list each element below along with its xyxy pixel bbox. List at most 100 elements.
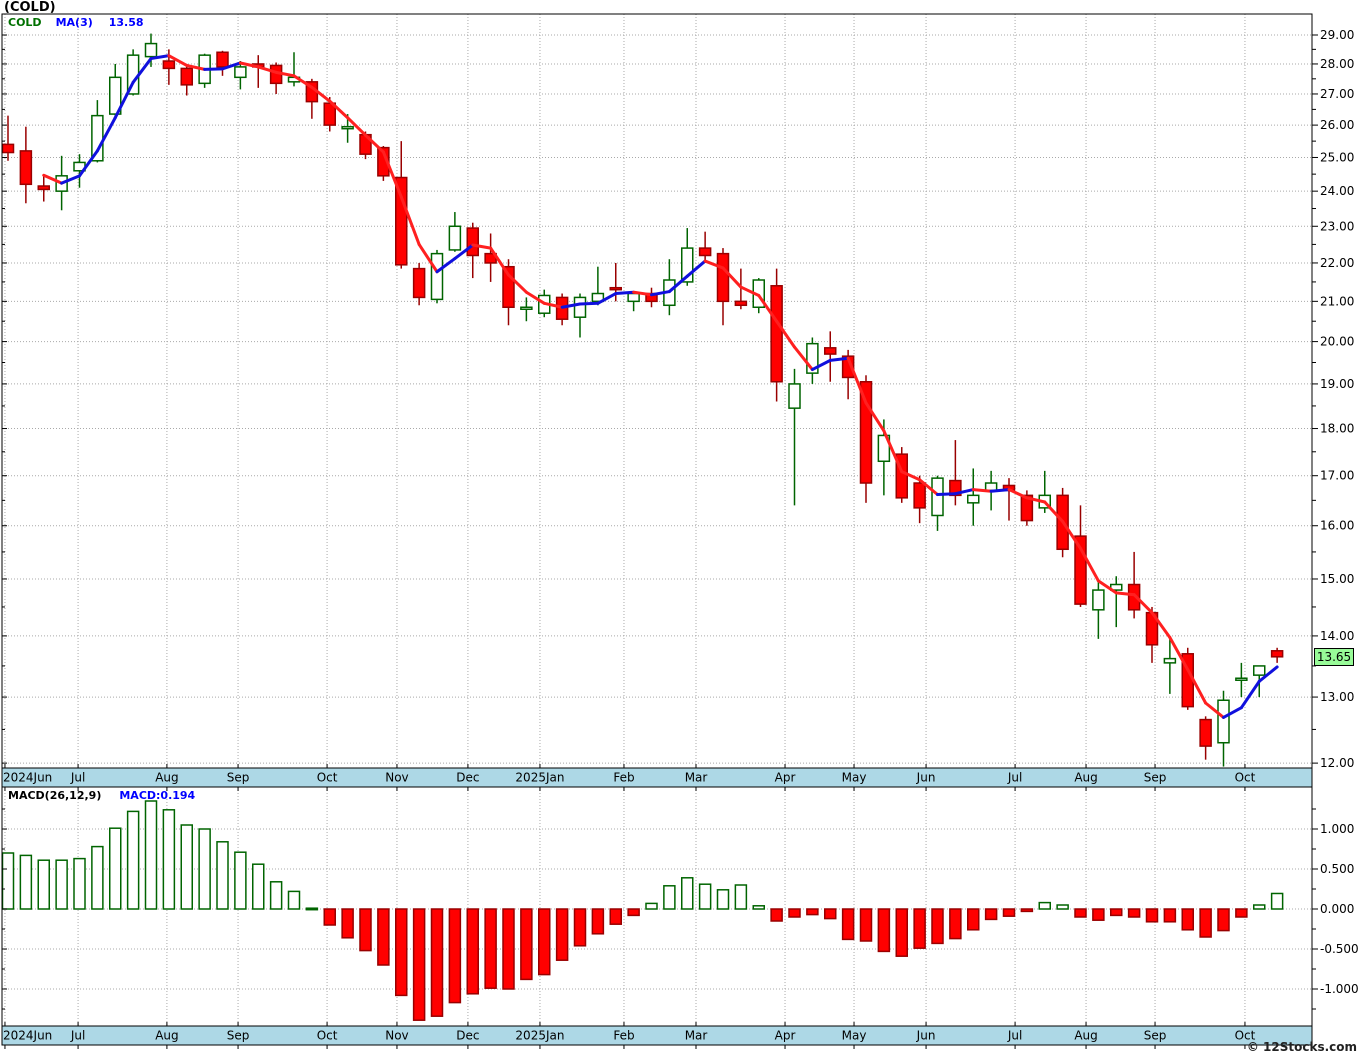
month-label: Jun <box>916 771 936 785</box>
page-title: (COLD) <box>4 0 56 15</box>
ma3-segment <box>1079 546 1100 583</box>
macd-bar <box>305 907 319 911</box>
price-panel-border <box>1 13 1313 769</box>
ma3-segment <box>381 150 403 199</box>
candle-body <box>716 252 730 303</box>
month-label: Nov <box>385 1029 408 1043</box>
macd-bar <box>555 908 569 961</box>
candle-body <box>412 267 426 299</box>
candle-body <box>19 150 33 186</box>
price-tick-label: 19.00 <box>1320 377 1354 391</box>
candle-body <box>931 477 944 517</box>
ma3-segment <box>936 492 957 497</box>
macd-bar <box>1020 908 1034 913</box>
macd-bar <box>377 908 390 966</box>
month-label: Dec <box>456 771 479 785</box>
ma3-segment <box>346 116 367 137</box>
month-label: Oct <box>1235 771 1256 785</box>
macd-bar <box>806 908 819 916</box>
macd-bar <box>1181 908 1194 931</box>
ma3-segment <box>113 80 135 120</box>
month-label: Jul <box>1007 771 1022 785</box>
macd-params-label: MACD(26,12,9) <box>8 789 102 802</box>
macd-bar <box>1 852 15 910</box>
price-tick-label: 28.00 <box>1320 57 1354 71</box>
ma3-segment <box>1007 488 1029 500</box>
month-label: May <box>842 771 867 785</box>
macd-bar <box>216 841 229 910</box>
macd-bar <box>520 908 533 981</box>
macd-bar <box>609 908 622 925</box>
candle-body <box>681 247 694 283</box>
ma3-segment <box>614 290 636 296</box>
macd-bar <box>1163 908 1177 923</box>
month-label: 2025Jan <box>515 771 564 785</box>
ma3-segment <box>95 116 117 153</box>
month-label: Sep <box>227 771 250 785</box>
macd-bar <box>287 890 301 910</box>
ma3-segment <box>542 301 564 309</box>
month-label: Sep <box>1144 1029 1167 1043</box>
macd-tick-label: 0.500 <box>1320 862 1354 876</box>
macd-bar <box>716 889 730 910</box>
macd-bar <box>1270 892 1284 910</box>
macd-bar <box>55 859 68 910</box>
ma3-segment <box>364 133 385 154</box>
price-tick-label: 27.00 <box>1320 87 1354 101</box>
candle-body <box>466 227 479 257</box>
month-label: 2025Jan <box>515 1029 564 1043</box>
month-label: Sep <box>1144 771 1167 785</box>
grid-layer <box>2 14 1312 1026</box>
candle-body <box>448 225 462 251</box>
ma3-segment <box>650 290 671 297</box>
ma3-segment <box>292 74 314 89</box>
macd-bar <box>180 824 193 910</box>
ma3-segment <box>78 149 99 178</box>
ma3-segment <box>632 290 653 297</box>
macd-bar <box>734 884 748 910</box>
candle-body <box>1270 650 1284 658</box>
price-tick-label: 16.00 <box>1320 519 1354 533</box>
macd-bar <box>681 877 694 910</box>
ma3-segment <box>1222 706 1243 719</box>
candle-body <box>877 434 891 463</box>
macd-bar <box>269 881 283 910</box>
month-label: Aug <box>1074 1029 1097 1043</box>
ma3-segment <box>1061 519 1082 550</box>
macd-bar <box>91 845 104 910</box>
ma3-segment <box>1186 668 1208 705</box>
macd-bar <box>412 908 426 1021</box>
ma3-segment <box>828 356 850 362</box>
ma3-segment <box>1239 679 1261 710</box>
ma3-segment <box>42 173 64 185</box>
ma3-segment <box>1114 591 1136 597</box>
macd-bar <box>341 908 354 939</box>
candle-body <box>627 292 640 303</box>
ma3-segment <box>507 273 528 294</box>
ma3-segment <box>721 266 743 289</box>
macd-bar <box>591 908 605 935</box>
month-label: Feb <box>613 771 634 785</box>
ma3-segment <box>1204 701 1225 719</box>
ma3-segment <box>989 488 1011 493</box>
ma3-segment <box>757 293 779 323</box>
macd-bar <box>788 908 801 918</box>
candle-body <box>1199 718 1212 747</box>
macd-bar <box>895 908 908 957</box>
ma3-segment <box>471 243 493 250</box>
ma3-segment <box>435 257 457 274</box>
macd-tick-label: 1.000 <box>1320 822 1354 836</box>
ma3-segment <box>703 259 725 270</box>
month-label: Feb <box>613 1029 634 1043</box>
legend-ma-value: 13.58 <box>108 16 144 29</box>
macd-bar <box>466 908 479 995</box>
ma3-segment <box>149 54 171 61</box>
candle-body <box>37 185 50 191</box>
ma3-segment <box>882 429 904 474</box>
macd-bar <box>448 908 462 1004</box>
macd-bar <box>1199 908 1212 938</box>
macd-bar <box>627 908 640 917</box>
ma3-segment <box>793 345 814 372</box>
candle-body <box>341 125 354 130</box>
